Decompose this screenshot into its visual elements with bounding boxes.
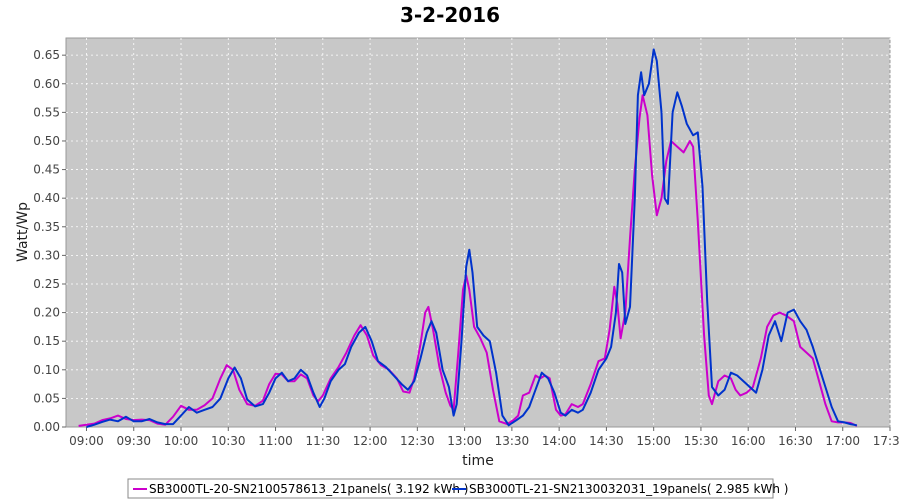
x-tick-label: 17:30 <box>873 434 900 448</box>
x-tick-label: 12:00 <box>353 434 388 448</box>
x-axis-label: time <box>462 453 494 469</box>
x-axis: 09:00 09:30 10:00 10:30 11:00 11:30 12:00 12:30… <box>69 427 900 448</box>
x-tick-label: 13:00 <box>447 434 482 448</box>
x-tick-label: 12:30 <box>400 434 435 448</box>
x-tick-label: 14:00 <box>542 434 577 448</box>
y-tick-label: 0.40 <box>33 191 60 205</box>
x-tick-label: 16:00 <box>731 434 766 448</box>
y-tick-label: 0.30 <box>33 248 60 262</box>
y-tick-label: 0.05 <box>33 391 60 405</box>
series-lines <box>78 48 858 428</box>
y-tick-label: 0.45 <box>33 163 60 177</box>
y-tick-label: 0.20 <box>33 306 60 320</box>
y-tick-label: 0.10 <box>33 363 60 377</box>
y-tick-label: 0.00 <box>33 420 60 434</box>
y-tick-label: 0.35 <box>33 220 60 234</box>
legend: SB3000TL-20-SN2100578613_21panels( 3.192… <box>127 478 788 499</box>
x-tick-label: 09:30 <box>116 434 151 448</box>
y-tick-label: 0.15 <box>33 334 60 348</box>
x-tick-label: 10:00 <box>164 434 199 448</box>
y-tick-label: 0.25 <box>33 277 60 291</box>
y-tick-label: 0.55 <box>33 105 60 119</box>
y-tick-label: 0.50 <box>33 134 60 148</box>
chart-title: 3-2-2016 <box>400 3 500 27</box>
legend-label-1: SB3000TL-20-SN2100578613_21panels( 3.192… <box>149 482 468 496</box>
legend-box <box>127 478 774 499</box>
series-line-1 <box>78 94 858 427</box>
x-tick-label: 13:30 <box>495 434 530 448</box>
plot-area <box>65 37 891 428</box>
series-line-2 <box>86 48 858 428</box>
x-tick-label: 10:30 <box>211 434 246 448</box>
x-tick-label: 14:30 <box>589 434 624 448</box>
y-axis: 0.00 0.05 0.10 0.15 0.20 0.25 0.30 0.35 0.40 0.45… <box>33 48 66 434</box>
y-axis-label: Watt/Wp <box>15 202 31 262</box>
y-tick-label: 0.60 <box>33 77 60 91</box>
x-tick-label: 09:00 <box>69 434 104 448</box>
grid <box>66 38 891 427</box>
legend-label-2: SB3000TL-21-SN2130032031_19panels( 2.985… <box>469 482 788 496</box>
x-tick-label: 17:00 <box>825 434 860 448</box>
x-tick-label: 11:30 <box>306 434 341 448</box>
x-tick-label: 15:00 <box>636 434 671 448</box>
y-tick-label: 0.65 <box>33 48 60 62</box>
x-tick-label: 11:00 <box>258 434 293 448</box>
x-tick-label: 16:30 <box>778 434 813 448</box>
x-tick-label: 15:30 <box>684 434 719 448</box>
